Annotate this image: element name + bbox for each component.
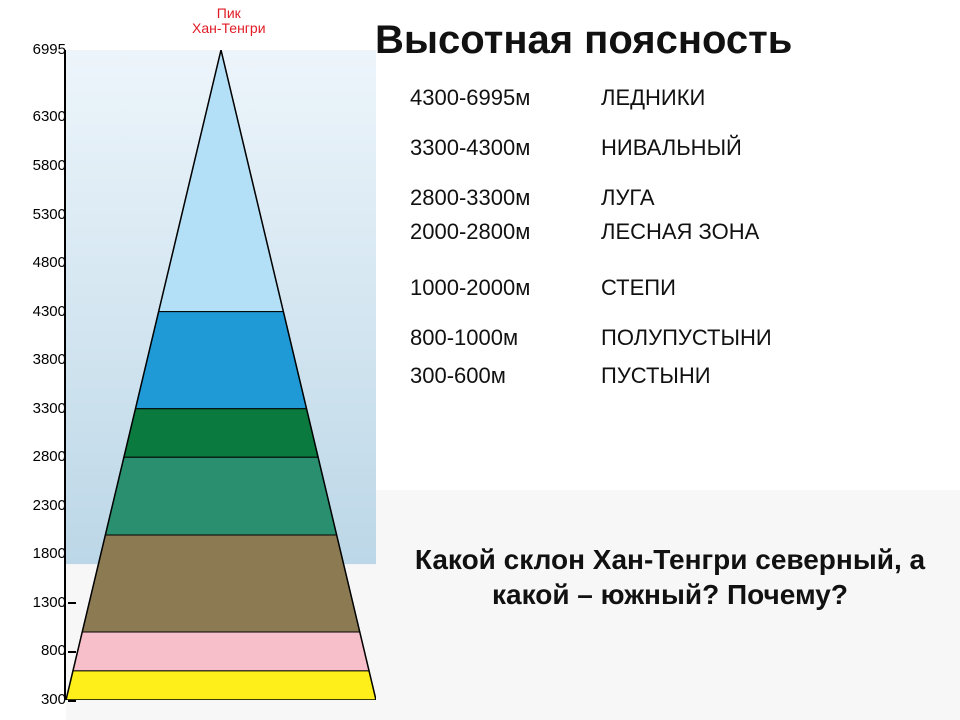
legend-range: 2800-3300м: [410, 185, 555, 211]
legend-label: Пустыни: [601, 363, 711, 389]
legend-label: Полупустыни: [601, 325, 772, 351]
axis-tick: 3800: [0, 351, 66, 368]
zone-nival: [135, 312, 306, 409]
legend-row: 2800-3300м Луга: [410, 185, 772, 211]
legend-row: 3300-4300м Нивальный: [410, 135, 772, 161]
page: Пик Хан-Тенгри Высотная поясность 6995 63…: [0, 0, 960, 720]
zone-semidesert: [73, 632, 369, 671]
axis-tick: 2800: [0, 448, 66, 465]
axis-tick: 5800: [0, 157, 66, 174]
legend-label: Луга: [601, 185, 655, 211]
legend-row: 2000-2800м Лесная зона: [410, 219, 772, 245]
axis-tick: 4800: [0, 254, 66, 271]
axis-tick: 2300: [0, 497, 66, 514]
question-text: Какой склон Хан-Тенгри северный, а какой…: [410, 542, 930, 612]
legend-range: 300-600м: [410, 363, 555, 389]
legend-label: Ледники: [601, 85, 705, 111]
legend-range: 3300-4300м: [410, 135, 555, 161]
legend-label: Нивальный: [601, 135, 742, 161]
legend: 4300-6995м Ледники 3300-4300м Нивальный 2800…: [410, 85, 772, 389]
zone-meadows: [124, 409, 318, 458]
zone-desert: [66, 671, 376, 700]
zone-steppe: [82, 535, 360, 632]
page-title: Высотная поясность: [375, 18, 792, 63]
legend-range: 2000-2800м: [410, 219, 555, 245]
y-axis: 6995630058005300480043003800330028002300…: [0, 50, 66, 700]
axis-tick: 1800: [0, 545, 66, 562]
legend-row: 1000-2000м Степи: [410, 275, 772, 301]
axis-tick: 6995: [0, 41, 66, 58]
legend-range: 4300-6995м: [410, 85, 555, 111]
axis-tick: 800: [0, 642, 66, 659]
axis-tick: 6300: [0, 108, 66, 125]
axis-tick: 300: [0, 691, 66, 708]
legend-row: 4300-6995м Ледники: [410, 85, 772, 111]
legend-range: 1000-2000м: [410, 275, 555, 301]
legend-row: 300-600м Пустыни: [410, 363, 772, 389]
axis-tick: 1300: [0, 594, 66, 611]
axis-tick: 4300: [0, 303, 66, 320]
axis-tick: 3300: [0, 400, 66, 417]
axis-tick: 5300: [0, 206, 66, 223]
legend-label: Степи: [601, 275, 676, 301]
peak-label: Пик Хан-Тенгри: [192, 6, 266, 37]
peak-line2: Хан-Тенгри: [192, 20, 266, 36]
legend-row: 800-1000м Полупустыни: [410, 325, 772, 351]
peak-line1: Пик: [217, 5, 241, 21]
legend-range: 800-1000м: [410, 325, 555, 351]
legend-label: Лесная зона: [601, 219, 759, 245]
zone-forest: [105, 457, 336, 535]
mountain-diagram: [66, 50, 376, 700]
